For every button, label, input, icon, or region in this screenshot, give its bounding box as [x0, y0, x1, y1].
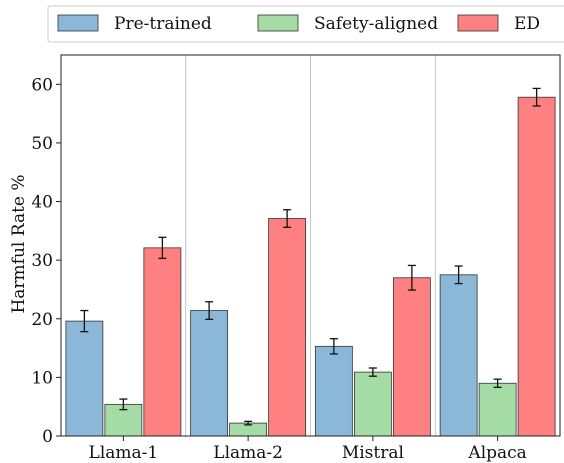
y-tick-label: 0	[42, 427, 53, 447]
bar	[268, 218, 307, 437]
bar	[392, 277, 431, 437]
legend-label: Pre-trained	[114, 14, 212, 34]
legend-swatch	[57, 14, 99, 32]
y-tick-label: 30	[31, 251, 53, 271]
x-tick-label: Mistral	[342, 443, 404, 463]
x-tick-label: Llama-1	[89, 443, 159, 463]
errorbars-layer	[80, 87, 541, 426]
legend-swatch	[257, 14, 299, 32]
legend-box	[47, 5, 564, 43]
legend-swatch	[457, 14, 499, 32]
bar	[439, 274, 478, 437]
x-tick-label: Llama-2	[213, 443, 283, 463]
y-tick-label: 20	[31, 310, 53, 330]
legend-label: Safety-aligned	[314, 14, 438, 34]
bar	[517, 96, 556, 437]
bar	[478, 382, 517, 437]
bars-layer	[65, 96, 556, 437]
y-tick-label: 10	[31, 368, 53, 388]
legend-label: ED	[514, 14, 540, 34]
x-tick-label: Alpaca	[467, 443, 526, 463]
y-tick-label: 40	[31, 193, 53, 213]
y-tick-label: 60	[31, 75, 53, 95]
group-separators	[185, 55, 436, 436]
y-tick-label: 50	[31, 134, 53, 154]
bar	[65, 320, 104, 437]
y-axis: 0 10 20 30 40 50 60	[31, 75, 61, 447]
bar	[314, 345, 353, 437]
bar	[143, 247, 182, 437]
bar	[190, 310, 229, 437]
x-axis: Llama-1 Llama-2 Mistral Alpaca	[89, 436, 527, 463]
y-axis-label: Harmful Rate %	[9, 174, 29, 313]
legend: Pre-trained Safety-aligned ED	[47, 5, 564, 43]
bar	[353, 371, 392, 437]
plot-frame	[60, 54, 561, 437]
